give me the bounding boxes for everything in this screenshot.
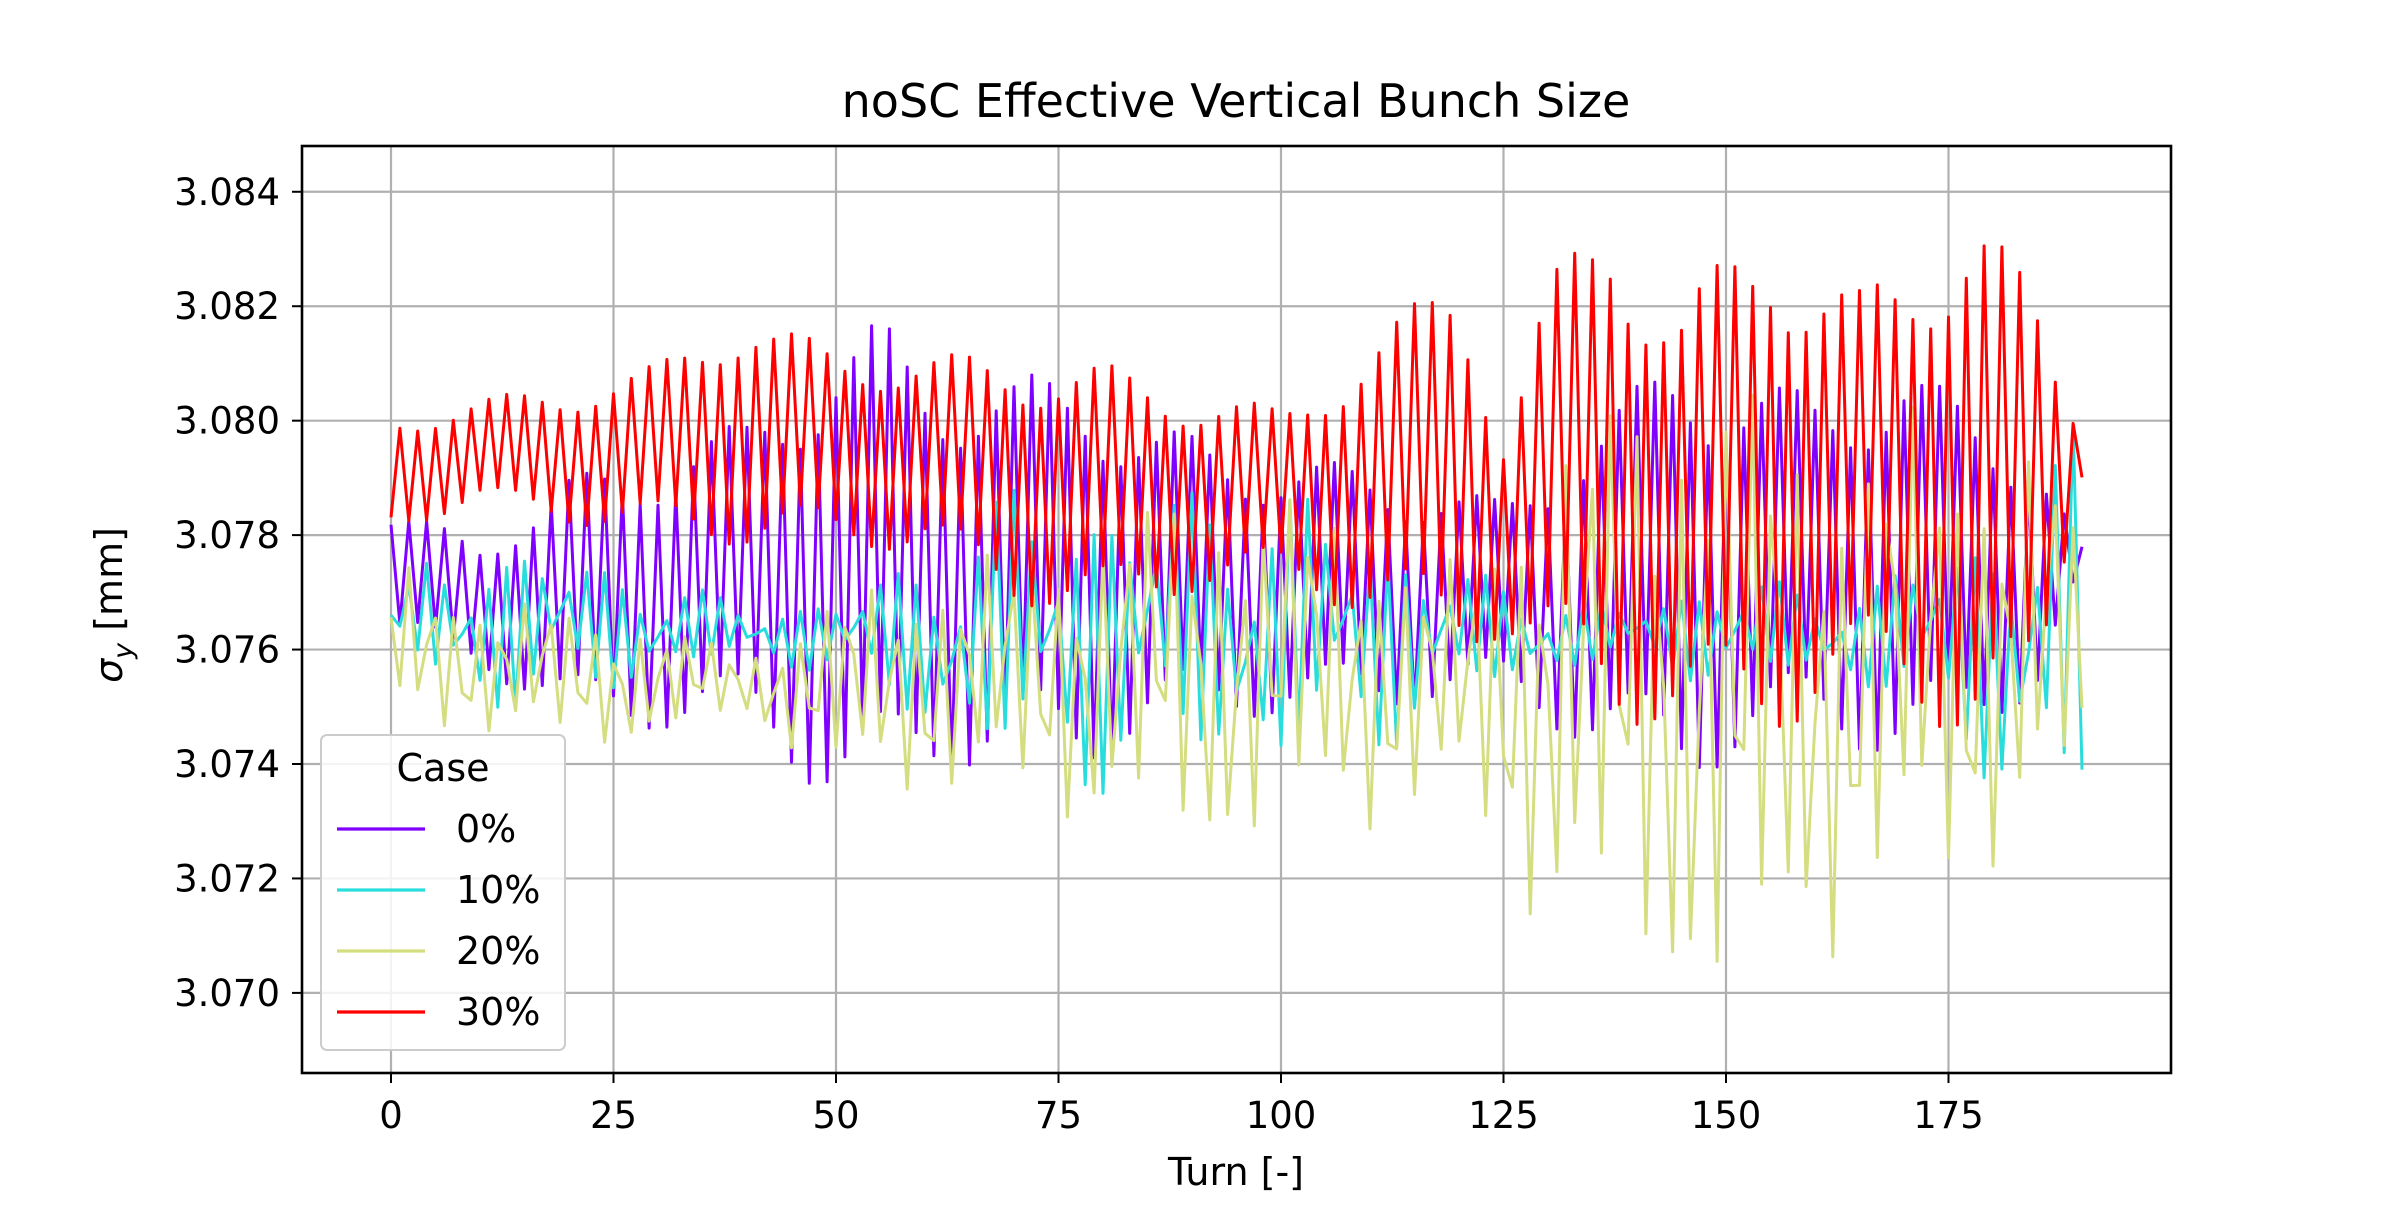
y-tick-label: 3.080 [174, 400, 280, 443]
legend-box [320, 734, 566, 1051]
x-tick-label: 75 [1035, 1094, 1082, 1137]
legend-label-20pct: 20% [456, 929, 540, 973]
series-line-30pct [389, 244, 2084, 728]
tick-labels: 0 25 50 75 100 125 150 175 3.070 3.072 3.074 3.076 3… [174, 171, 1984, 1137]
legend-label-10pct: 10% [456, 868, 540, 912]
y-tick-label: 3.070 [174, 972, 280, 1015]
axes [292, 144, 2173, 1083]
x-tick-label: 0 [379, 1094, 403, 1137]
x-tick-label: 50 [812, 1094, 859, 1137]
x-tick-label: 125 [1468, 1094, 1539, 1137]
y-tick-label: 3.082 [174, 285, 280, 328]
x-tick-label: 150 [1691, 1094, 1762, 1137]
legend: Case 0% 10% 20% 30% [320, 734, 566, 1051]
y-tick-label: 3.078 [174, 514, 280, 557]
legend-title: Case [397, 746, 490, 790]
x-axis-label: Turn [-] [1167, 1150, 1304, 1194]
plot-frame [300, 144, 2173, 1075]
legend-label-30pct: 30% [456, 990, 540, 1034]
x-tick-label: 25 [590, 1094, 637, 1137]
y-tick-label: 3.072 [174, 857, 280, 900]
x-tick-label: 100 [1246, 1094, 1317, 1137]
y-axis-label: σy [mm] [87, 527, 139, 683]
y-tick-label: 3.084 [174, 171, 280, 214]
y-tick-label: 3.076 [174, 629, 280, 672]
x-tick-label: 175 [1913, 1094, 1984, 1137]
legend-items: 0% 10% 20% 30% [337, 807, 540, 1034]
legend-label-0pct: 0% [456, 807, 516, 851]
series-layer [389, 244, 2084, 963]
y-tick-label: 3.074 [174, 743, 280, 786]
chart-title: noSC Effective Vertical Bunch Size [842, 74, 1631, 128]
